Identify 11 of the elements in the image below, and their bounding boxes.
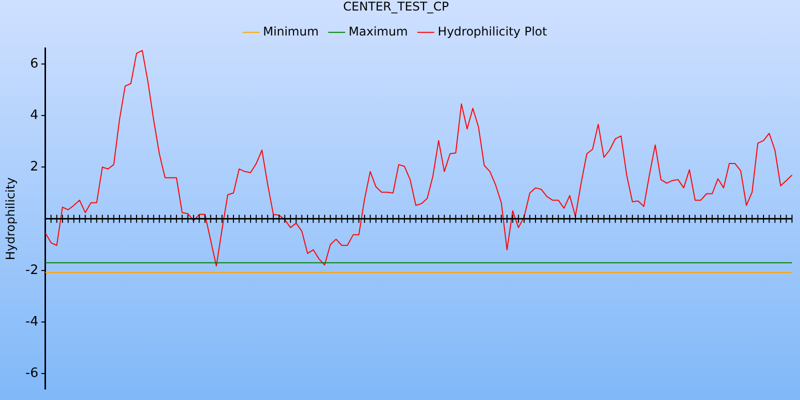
y-tick-label: -6 [25,366,38,382]
y-tick-label: 2 [30,160,38,175]
chart-title: CENTER_TEST_CP [343,0,449,14]
legend-label: Hydrophilicity Plot [438,24,548,39]
y-tick-label: 4 [30,108,38,123]
y-tick-label: -4 [25,314,38,330]
y-tick-label: -2 [25,262,38,278]
y-tick-label: 6 [30,56,38,72]
legend-label: Minimum [263,24,319,39]
legend-label: Maximum [348,24,408,39]
y-axis-title: Hydrophilicity [3,177,18,260]
